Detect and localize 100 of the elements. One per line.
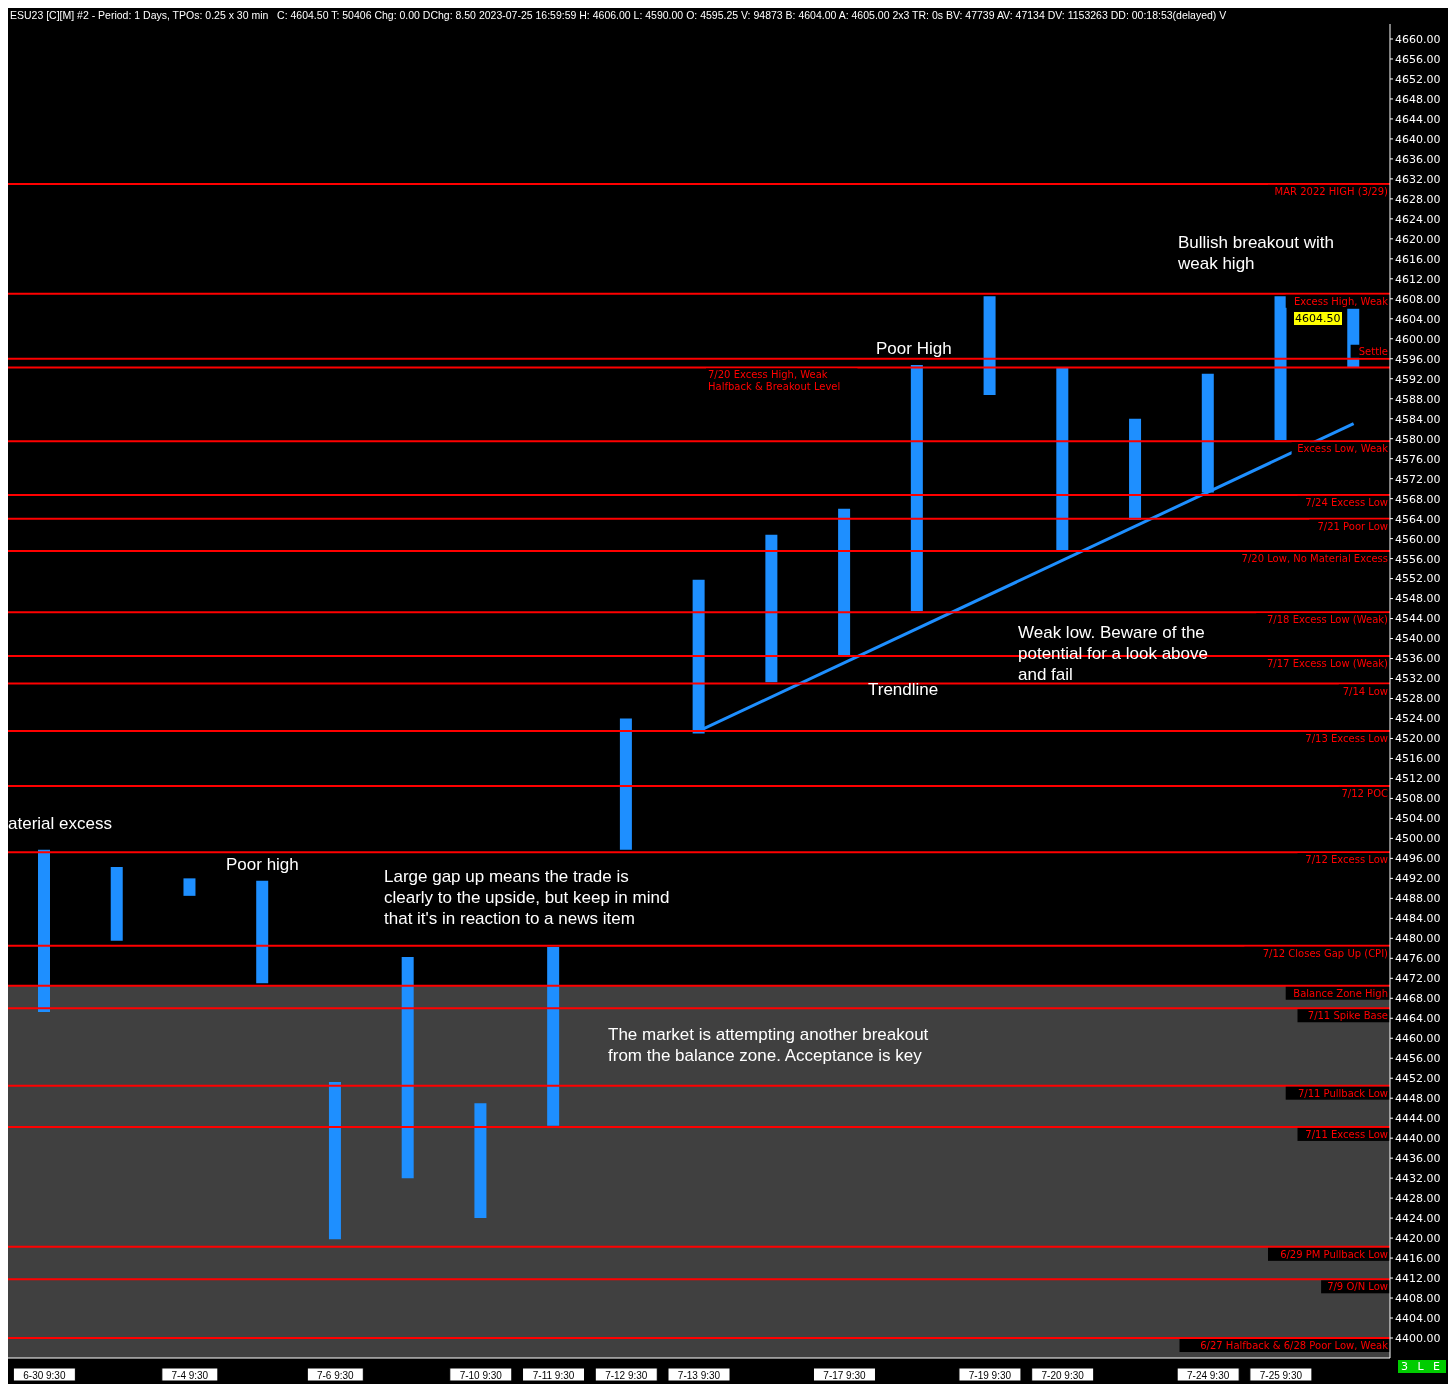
y-tick-label: 4480.00 — [1395, 932, 1441, 946]
y-tick-label: 4468.00 — [1395, 992, 1441, 1006]
x-tick-label: 7-10 9:30 — [459, 1369, 503, 1381]
y-tick-label: 4588.00 — [1395, 392, 1441, 406]
y-tick-label: 4556.00 — [1395, 552, 1441, 566]
y-tick-label: 4456.00 — [1395, 1052, 1441, 1066]
ref-line-label: 7/20 Excess High, Weak Halfback & Breakout Level — [708, 369, 841, 393]
y-tick-label: 4404.00 — [1395, 1311, 1441, 1325]
y-tick-label: 4596.00 — [1395, 352, 1441, 366]
ref-line-label: 7/11 Spike Base — [1307, 1010, 1388, 1022]
y-tick-label: 4540.00 — [1395, 632, 1441, 646]
y-tick-label: 4448.00 — [1395, 1092, 1441, 1106]
y-tick-label: 4460.00 — [1395, 1032, 1441, 1046]
y-tick-label: 4412.00 — [1395, 1271, 1441, 1285]
ref-line-label: 6/27 Halfback & 6/28 Poor Low, Weak — [1200, 1340, 1389, 1352]
y-tick-label: 4420.00 — [1395, 1231, 1441, 1245]
bar — [765, 534, 778, 683]
y-tick-label: 4512.00 — [1395, 772, 1441, 786]
ref-line-label: Balance Zone High — [1293, 987, 1388, 999]
y-tick-label: 4484.00 — [1395, 912, 1441, 926]
x-tick-label: 7-6 9:30 — [316, 1369, 355, 1381]
x-tick-label: 7-4 9:30 — [171, 1369, 209, 1381]
bar — [328, 1081, 341, 1240]
x-tick-label: 7-25 9:30 — [1259, 1369, 1303, 1381]
bar — [183, 878, 196, 896]
bar — [1056, 367, 1069, 552]
bar — [983, 296, 996, 395]
y-tick-label: 4504.00 — [1395, 812, 1441, 826]
x-tick-label: 7-13 9:30 — [677, 1369, 721, 1381]
y-tick-label: 4548.00 — [1395, 592, 1441, 606]
y-tick-label: 4636.00 — [1395, 152, 1441, 166]
ref-line-label: 7/12 Closes Gap Up (CPI) — [1262, 947, 1389, 959]
y-tick-label: 4500.00 — [1395, 832, 1441, 846]
y-tick-label: 4620.00 — [1395, 232, 1441, 246]
y-tick-label: 4464.00 — [1395, 1012, 1441, 1026]
y-tick-label: 4520.00 — [1395, 732, 1441, 746]
y-tick-label: 4644.00 — [1395, 112, 1441, 126]
x-tick-label: 6-30 9:30 — [23, 1369, 66, 1381]
y-tick-label: 4508.00 — [1395, 792, 1441, 806]
y-tick-label: 4600.00 — [1395, 332, 1441, 346]
y-tick-label: 4476.00 — [1395, 952, 1441, 966]
x-tick-label: 7-20 9:30 — [1041, 1369, 1085, 1381]
bar — [910, 364, 923, 612]
y-tick-label: 4400.00 — [1395, 1331, 1441, 1345]
bar — [256, 880, 269, 984]
y-tick-label: 4616.00 — [1395, 252, 1441, 266]
ref-line-label: 7/21 Poor Low — [1317, 520, 1388, 532]
y-tick-label: 4656.00 — [1395, 52, 1441, 66]
y-tick-label: 4428.00 — [1395, 1192, 1441, 1206]
y-tick-label: 4516.00 — [1395, 752, 1441, 766]
y-tick-label: 4632.00 — [1395, 172, 1441, 186]
y-tick-label: 4532.00 — [1395, 672, 1441, 686]
y-tick-label: 4552.00 — [1395, 572, 1441, 586]
ref-line-label: 7/9 O/N Low — [1327, 1281, 1388, 1293]
y-tick-label: 4660.00 — [1395, 32, 1441, 46]
ref-line-label: 6/29 PM Pullback Low — [1280, 1248, 1388, 1260]
ref-line-label: 7/13 Excess Low — [1305, 732, 1388, 744]
y-tick-label: 4440.00 — [1395, 1132, 1441, 1146]
annotation: The market is attempting another breakout from the balance zone. Acceptance is key — [608, 1024, 930, 1066]
ref-line-label: 7/20 Low, No Material Excess — [1241, 553, 1388, 565]
bar — [619, 718, 632, 850]
y-tick-label: 4408.00 — [1395, 1291, 1441, 1305]
bar — [474, 1103, 487, 1219]
bar — [401, 957, 414, 1179]
bar — [110, 867, 123, 941]
y-tick-label: 4416.00 — [1395, 1251, 1441, 1265]
y-tick-label: 4436.00 — [1395, 1152, 1441, 1166]
y-tick-label: 4536.00 — [1395, 652, 1441, 666]
x-tick-label: 7-24 9:30 — [1187, 1369, 1230, 1381]
ref-line-label: 7/12 POC — [1341, 787, 1388, 799]
y-tick-label: 4432.00 — [1395, 1172, 1441, 1186]
ref-line-label: 7/12 Excess Low — [1305, 854, 1388, 866]
y-tick-label: 4580.00 — [1395, 432, 1441, 446]
bar — [547, 947, 560, 1126]
y-tick-label: 4612.00 — [1395, 272, 1441, 286]
ref-line-label: 7/18 Excess Low (Weak) — [1267, 614, 1389, 626]
chart-subtitle: C: 4604.50 T: 50406 Chg: 0.00 DChg: 8.50 2023-07-25 16:59:59 H: 4606.00 L: 4590.00 O: 4595.25 V: 94873 B: 4604.00 A: 4605.00 2x3 TR: 0s BV: 47739 AV: 47134 DV: 1153263 DD: 00:18:53(delayed) V — [277, 9, 1227, 21]
annotation: Poor High — [876, 338, 952, 359]
y-tick-label: 4424.00 — [1395, 1212, 1441, 1226]
ref-line-label: MAR 2022 HIGH (3/29) — [1274, 185, 1389, 197]
y-tick-label: 4584.00 — [1395, 412, 1441, 426]
ref-line-label: Settle — [1358, 345, 1388, 357]
y-tick-label: 4496.00 — [1395, 852, 1441, 866]
text: 3 L E — [1397, 1360, 1446, 1373]
y-tick-label: 4648.00 — [1395, 92, 1441, 106]
ref-line-label: Excess Low, Weak — [1297, 443, 1389, 455]
y-tick-label: 4640.00 — [1395, 132, 1441, 146]
annotation: Large gap up means the trade is clearly to the upside, but keep in mind that it's in reaction to a news item — [384, 866, 671, 929]
y-tick-label: 4472.00 — [1395, 972, 1441, 986]
y-tick-label: 4492.00 — [1395, 872, 1441, 886]
y-tick-label: 4564.00 — [1395, 512, 1441, 526]
bar — [38, 849, 50, 1013]
y-tick-label: 4444.00 — [1395, 1112, 1441, 1126]
y-tick-label: 4572.00 — [1395, 472, 1441, 486]
ref-line-label: 7/14 Low — [1342, 685, 1388, 697]
y-tick-label: 4560.00 — [1395, 532, 1441, 546]
y-tick-label: 4608.00 — [1395, 292, 1441, 306]
ref-line-label: 7/11 Pullback Low — [1297, 1087, 1388, 1099]
y-tick-label: 4604.00 — [1395, 312, 1441, 326]
bar — [838, 508, 851, 657]
